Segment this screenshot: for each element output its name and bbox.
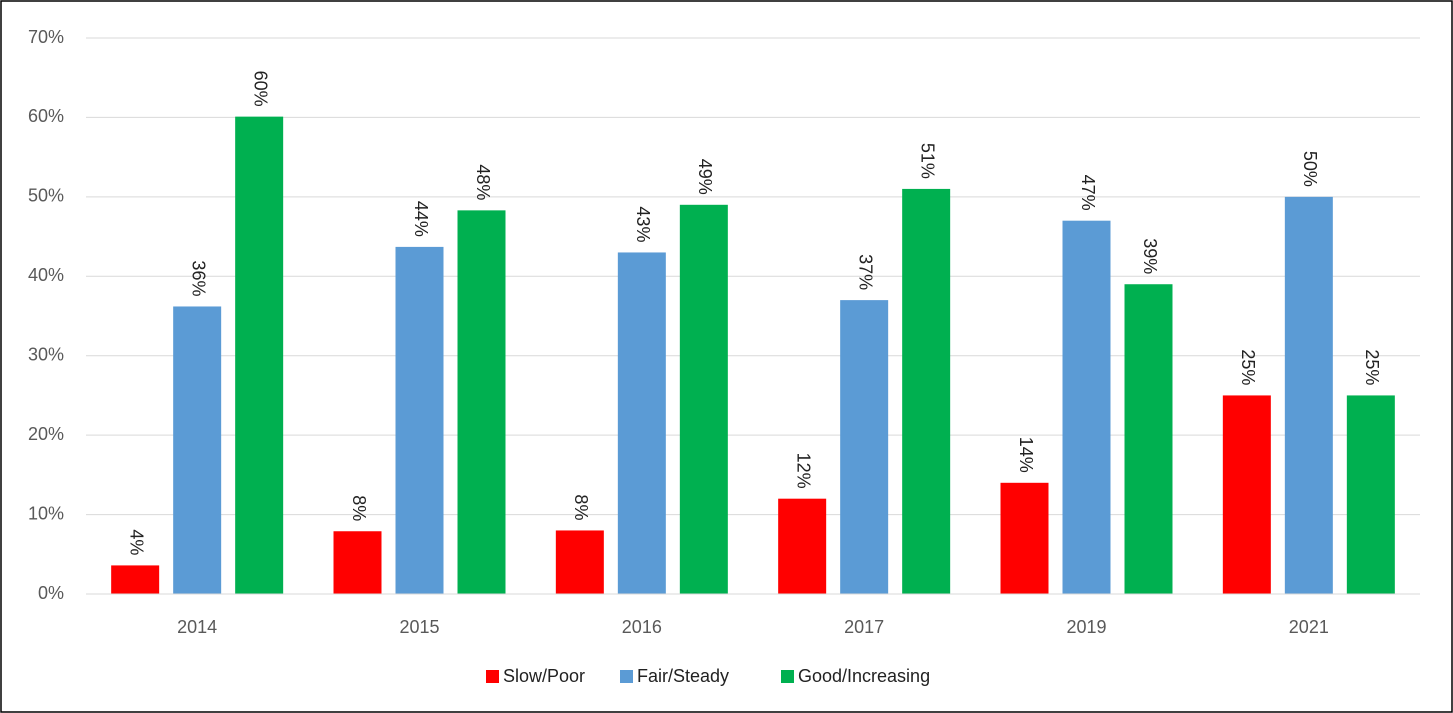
legend-label: Slow/Poor [503, 666, 585, 686]
bar [457, 210, 506, 595]
value-label: 60% [250, 71, 270, 107]
bar [235, 116, 284, 595]
bar [1062, 220, 1111, 594]
bar [333, 531, 382, 594]
value-label: 4% [126, 529, 146, 555]
bar [1346, 395, 1395, 594]
value-label: 49% [695, 159, 715, 195]
legend-label: Fair/Steady [637, 666, 729, 686]
value-label: 25% [1362, 349, 1382, 385]
value-label: 12% [793, 453, 813, 489]
x-tick-label: 2021 [1289, 617, 1329, 637]
value-label: 51% [917, 143, 937, 179]
bar [395, 246, 444, 594]
value-label: 8% [349, 495, 369, 521]
bar [555, 530, 604, 594]
x-tick-label: 2014 [177, 617, 217, 637]
y-tick-label: 30% [28, 344, 64, 364]
value-label: 37% [855, 254, 875, 290]
value-label: 44% [411, 201, 431, 237]
value-label: 39% [1140, 238, 1160, 274]
bar [840, 300, 889, 594]
x-tick-label: 2015 [399, 617, 439, 637]
bar [778, 498, 827, 594]
bar [617, 252, 666, 594]
y-tick-label: 60% [28, 106, 64, 126]
y-tick-label: 70% [28, 27, 64, 47]
bar [173, 306, 222, 594]
bar [1284, 196, 1333, 594]
bar [679, 204, 728, 595]
legend-swatch [486, 670, 499, 683]
x-tick-label: 2019 [1066, 617, 1106, 637]
y-tick-label: 40% [28, 265, 64, 285]
value-label: 47% [1078, 175, 1098, 211]
bar [1222, 395, 1271, 594]
legend-label: Good/Increasing [798, 666, 930, 686]
x-tick-label: 2016 [622, 617, 662, 637]
bar [1000, 482, 1049, 594]
bar [1124, 284, 1173, 594]
value-label: 43% [633, 206, 653, 242]
y-tick-label: 0% [38, 583, 64, 603]
bar [111, 565, 160, 594]
value-label: 8% [571, 494, 591, 520]
y-tick-label: 50% [28, 186, 64, 206]
y-tick-label: 10% [28, 503, 64, 523]
legend-swatch [781, 670, 794, 683]
y-tick-label: 20% [28, 424, 64, 444]
value-label: 36% [188, 260, 208, 296]
x-tick-label: 2017 [844, 617, 884, 637]
bar [902, 188, 951, 594]
value-label: 25% [1238, 349, 1258, 385]
legend-swatch [620, 670, 633, 683]
value-label: 14% [1016, 437, 1036, 473]
value-label: 50% [1300, 151, 1320, 187]
value-label: 48% [473, 164, 493, 200]
